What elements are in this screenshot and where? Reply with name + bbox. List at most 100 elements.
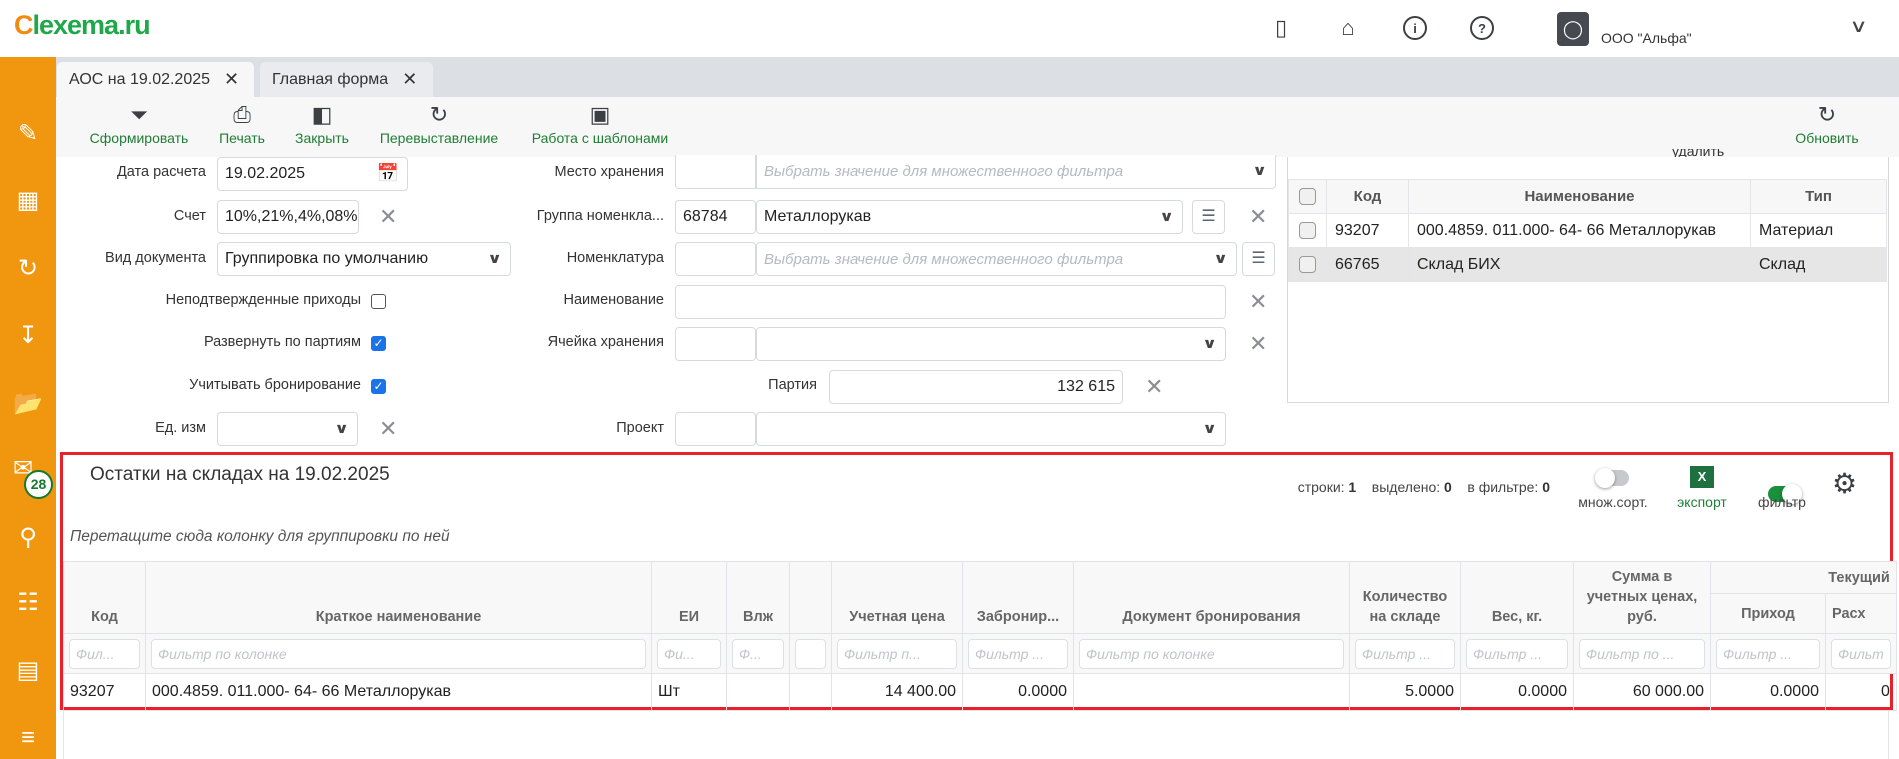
select-all-cell[interactable]: [1288, 179, 1327, 214]
column-header[interactable]: Код: [1326, 179, 1409, 214]
tab-main-form[interactable]: Главная форма ✕: [260, 62, 433, 97]
column-header[interactable]: ЕИ: [651, 561, 727, 634]
row-checkbox[interactable]: [1299, 222, 1316, 239]
column-header[interactable]: Забронир...: [962, 561, 1074, 634]
filter-input[interactable]: [795, 638, 826, 669]
search-icon[interactable]: ⚲: [19, 524, 37, 551]
column-header[interactable]: Документ бронирования: [1073, 561, 1350, 634]
close-button[interactable]: ◧ Закрыть: [295, 100, 349, 146]
table-row[interactable]: 66765 Склад БИХ Склад: [1288, 247, 1887, 282]
column-filter[interactable]: [789, 633, 832, 674]
column-filter[interactable]: Ф...: [726, 633, 790, 674]
templates-button[interactable]: ▣ Работа с шаблонами: [532, 100, 668, 146]
calendar-icon[interactable]: 📅: [376, 163, 399, 183]
project-select[interactable]: ∨: [756, 412, 1226, 446]
group-code[interactable]: 68784: [675, 200, 756, 234]
filter-input[interactable]: Фильтр по колонке: [1079, 638, 1344, 669]
project-code[interactable]: [675, 412, 756, 446]
column-header[interactable]: Тип: [1750, 179, 1887, 214]
storage-select[interactable]: Выбрать значение для множественного филь…: [756, 155, 1276, 189]
booking-checkbox[interactable]: ✓: [371, 379, 386, 394]
calendar-icon[interactable]: ☷: [17, 589, 39, 616]
group-column-header[interactable]: Текущий: [1710, 561, 1897, 594]
info-icon[interactable]: i: [1401, 14, 1429, 42]
account-input[interactable]: 10%,21%,4%,08%: [217, 200, 359, 234]
column-header[interactable]: [789, 561, 832, 634]
select-all-checkbox[interactable]: [1299, 188, 1316, 205]
filter-input[interactable]: Фильтр по ...: [1579, 638, 1705, 669]
chevron-down-icon[interactable]: ∨: [1849, 16, 1868, 36]
form-button[interactable]: ⏷ Сформировать: [90, 100, 189, 146]
table-row[interactable]: 93207 000.4859. 011.000- 64- 66 Металлор…: [63, 673, 1897, 711]
nomen-code[interactable]: [675, 242, 756, 276]
org-name[interactable]: ООО "Альфа": [1601, 30, 1692, 46]
clear-icon[interactable]: ✕: [379, 416, 398, 441]
refresh-button[interactable]: ↻ Обновить: [1795, 100, 1858, 146]
column-header[interactable]: Сумма в учетных ценах, руб.: [1573, 561, 1711, 634]
reissue-button[interactable]: ↻ Перевыставление: [380, 100, 498, 146]
cell-code[interactable]: [675, 327, 756, 361]
column-header[interactable]: Учетная цена: [831, 561, 963, 634]
tree-icon[interactable]: ☰: [1242, 242, 1275, 276]
schedule-icon[interactable]: ▤: [16, 657, 40, 684]
help-icon[interactable]: ?: [1468, 14, 1496, 42]
column-filter[interactable]: Фильтр по ...: [1573, 633, 1711, 674]
gear-icon[interactable]: ⚙: [1832, 468, 1858, 499]
cell-select[interactable]: ∨: [756, 327, 1226, 361]
column-filter[interactable]: Фильтр по колонке: [145, 633, 652, 674]
filter-input[interactable]: Фильтр по колонке: [151, 638, 646, 669]
unconfirmed-checkbox[interactable]: [371, 294, 386, 309]
delete-link[interactable]: удалить: [1672, 149, 1725, 157]
row-checkbox[interactable]: [1299, 256, 1316, 273]
export-button[interactable]: экспорт: [1677, 494, 1727, 510]
column-filter[interactable]: Фильт: [1825, 633, 1897, 674]
sync-icon[interactable]: ↻: [17, 255, 39, 282]
column-filter[interactable]: Фильтр ...: [962, 633, 1074, 674]
logo[interactable]: Clexema.ru: [14, 10, 151, 40]
checklist-icon[interactable]: ≡: [20, 724, 35, 751]
close-icon[interactable]: ✕: [224, 69, 240, 89]
clear-icon[interactable]: ✕: [1249, 289, 1268, 314]
qr-icon[interactable]: ▦: [16, 187, 40, 214]
filter-input[interactable]: Фильтр ...: [1355, 638, 1455, 669]
batch-input[interactable]: 132 615: [829, 370, 1123, 404]
filter-input[interactable]: Фильтр ...: [968, 638, 1068, 669]
filter-toggle[interactable]: [1768, 484, 1802, 504]
home-icon[interactable]: ⌂: [1341, 15, 1355, 40]
group-drop-zone[interactable]: Перетащите сюда колонку для группировки …: [70, 528, 450, 545]
column-filter[interactable]: Фильтр ...: [1710, 633, 1826, 674]
device-icon[interactable]: ▯: [1274, 15, 1288, 40]
filter-input[interactable]: Ф...: [732, 638, 784, 669]
clear-icon[interactable]: ✕: [1249, 331, 1268, 356]
filter-input[interactable]: Фи...: [657, 638, 721, 669]
close-icon[interactable]: ✕: [402, 69, 418, 89]
clear-icon[interactable]: ✕: [379, 204, 398, 229]
tree-icon[interactable]: ☰: [1192, 200, 1225, 234]
column-header[interactable]: Наименование: [1408, 179, 1751, 214]
multisort-toggle[interactable]: [1595, 468, 1629, 488]
column-filter[interactable]: Фильтр ...: [1460, 633, 1574, 674]
avatar[interactable]: ◯: [1557, 12, 1589, 46]
column-header[interactable]: Краткое наименование: [145, 561, 652, 634]
date-input[interactable]: 19.02.2025 📅: [217, 157, 408, 191]
clear-icon[interactable]: ✕: [1249, 204, 1268, 229]
download-list-icon[interactable]: ↧: [17, 322, 39, 349]
column-filter[interactable]: Фи...: [651, 633, 727, 674]
filter-input[interactable]: Фильтр п...: [837, 638, 957, 669]
column-header[interactable]: Код: [63, 561, 146, 634]
column-header[interactable]: Влж: [726, 561, 790, 634]
column-header[interactable]: Вес, кг.: [1460, 561, 1574, 634]
column-header[interactable]: Количество на складе: [1349, 561, 1461, 634]
storage-code[interactable]: [675, 155, 756, 189]
column-header[interactable]: Расх: [1825, 593, 1897, 634]
clear-icon[interactable]: ✕: [1145, 374, 1164, 399]
column-filter[interactable]: Фил...: [63, 633, 146, 674]
name-input[interactable]: [675, 285, 1226, 319]
edit-icon[interactable]: ✎: [17, 120, 39, 147]
column-header[interactable]: Приход: [1710, 593, 1826, 634]
print-button[interactable]: ⎙ Печать: [219, 100, 265, 146]
folder-icon[interactable]: 📂: [13, 390, 43, 417]
column-filter[interactable]: Фильтр по колонке: [1073, 633, 1350, 674]
tab-aos[interactable]: АОС на 19.02.2025 ✕: [57, 62, 254, 97]
column-filter[interactable]: Фильтр ...: [1349, 633, 1461, 674]
